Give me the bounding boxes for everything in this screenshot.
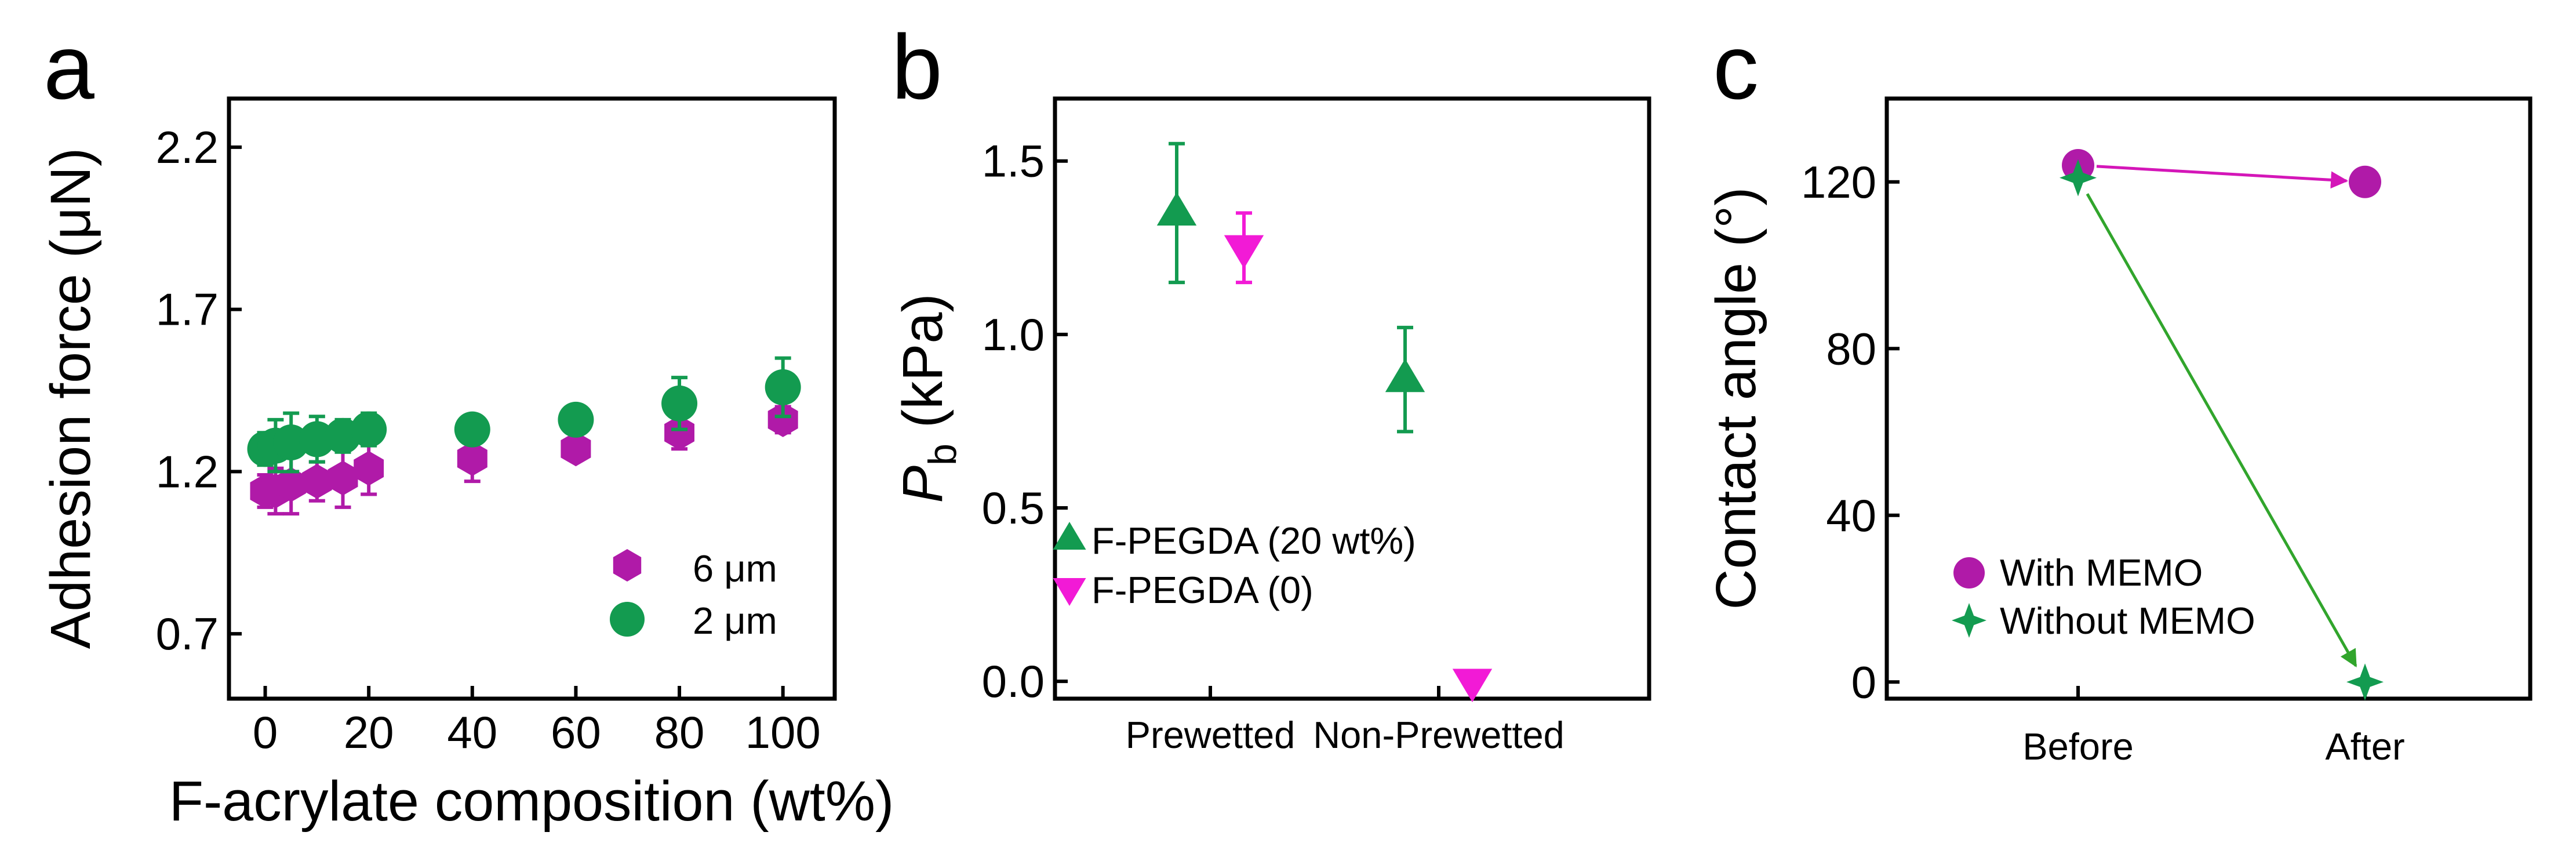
panel-letter-a: a [43, 16, 94, 118]
legend-label-fpegda-0: F-PEGDA (0) [1091, 569, 1314, 611]
x-tick-label-a: 60 [551, 707, 601, 758]
y-tick-label-a: 2.2 [156, 122, 219, 173]
x-tick-label-a: 0 [253, 707, 278, 758]
legend-marker-6um [613, 549, 642, 582]
series-group-c [2060, 149, 2384, 701]
data-point-triangle-up [1385, 358, 1425, 393]
y-axis-title-b-unit: (kPa) [891, 293, 954, 444]
data-point-hexagon [301, 464, 332, 499]
data-point-hexagon [328, 460, 358, 496]
x-tick-label-b: Non-Prewetted [1313, 714, 1564, 756]
y-axis-title-a: Adhesion force (μN) [39, 148, 102, 649]
connector-arrow-without-memo [2086, 193, 2357, 668]
data-point-triangle-up [1156, 192, 1197, 226]
series-6um [250, 402, 798, 516]
legend-marker-fpegda-0 [1053, 578, 1086, 606]
series-fpegda-0 [1224, 211, 1493, 703]
data-point-hexagon [457, 441, 487, 476]
y-axis-ticks-c: 0 40 80 120 [1801, 157, 1900, 707]
data-point-triangle-down [1224, 235, 1264, 269]
legend-label-with-memo: With MEMO [2000, 551, 2203, 594]
data-point-circle [661, 385, 698, 422]
panel-b: b Prewetted Non-Prewetted 0.0 0.5 1.0 1.5 Pb… [891, 16, 1651, 756]
legend-label-without-memo: Without MEMO [2000, 600, 2255, 642]
x-tick-label-b: Prewetted [1126, 714, 1296, 756]
data-point-triangle-down [1452, 669, 1493, 703]
y-tick-label-b: 1.0 [982, 309, 1045, 360]
y-axis-ticks-a: 0.7 1.2 1.7 2.2 [156, 122, 242, 659]
y-axis-ticks-b: 0.0 0.5 1.0 1.5 [982, 136, 1068, 707]
panel-letter-b: b [892, 16, 943, 118]
data-point-star [2346, 663, 2384, 701]
legend-label-2um: 2 μm [693, 600, 777, 642]
legend-label-6um: 6 μm [693, 547, 777, 590]
data-point-circle [558, 401, 594, 438]
y-tick-label-b: 0.5 [982, 482, 1045, 533]
y-axis-title-c: Contact angle (°) [1704, 187, 1767, 610]
series-group-a [247, 356, 801, 516]
x-tick-label-c: Before [2022, 725, 2134, 768]
panel-letter-c: c [1713, 16, 1759, 118]
y-tick-label-c: 40 [1826, 490, 1876, 541]
legend-b: F-PEGDA (20 wt%) F-PEGDA (0) [1053, 519, 1416, 611]
x-tick-label-a: 20 [344, 707, 394, 758]
x-tick-label-c: After [2325, 725, 2404, 768]
series-2um [247, 356, 801, 474]
y-tick-label-b: 1.5 [982, 136, 1045, 187]
panel-a: a 0 20 40 60 80 100 0.7 1.2 1.7 2.2 F-acrylate c… [39, 16, 894, 833]
y-tick-label-c: 80 [1826, 323, 1876, 374]
series-without-memo [2060, 159, 2384, 701]
x-axis-ticks-a: 0 20 40 60 80 100 [253, 686, 821, 758]
x-axis-ticks-b: Prewetted Non-Prewetted [1126, 686, 1564, 756]
data-point-circle [765, 369, 801, 405]
legend-label-fpegda-20: F-PEGDA (20 wt%) [1091, 519, 1416, 562]
panel-c: c Before After 0 40 80 120 Contact angle (°)… [1704, 16, 2533, 768]
legend-marker-without-memo [1952, 603, 1986, 638]
y-axis-title-b-sub: b [920, 444, 965, 466]
x-tick-label-a: 80 [654, 707, 705, 758]
legend-marker-with-memo [1953, 557, 1985, 588]
plot-frame-a [227, 96, 837, 701]
y-tick-label-a: 0.7 [156, 608, 219, 659]
legend-c: With MEMO Without MEMO [1952, 551, 2255, 642]
y-tick-label-b: 0.0 [982, 656, 1045, 707]
data-point-circle [2349, 165, 2381, 198]
x-tick-label-a: 100 [745, 707, 821, 758]
series-fpegda-20 [1156, 141, 1425, 434]
x-tick-label-a: 40 [447, 707, 497, 758]
y-tick-label-c: 120 [1801, 157, 1876, 208]
y-tick-label-a: 1.2 [156, 446, 219, 497]
data-point-hexagon [354, 451, 384, 486]
legend-marker-2um [610, 602, 645, 637]
legend-a: 6 μm 2 μm [610, 547, 777, 642]
x-axis-title-a: F-acrylate composition (wt%) [169, 769, 894, 833]
data-point-hexagon [561, 431, 591, 467]
y-tick-label-a: 1.7 [156, 284, 219, 335]
data-point-circle [351, 411, 387, 448]
data-point-circle [454, 411, 490, 448]
data-point-star [2060, 159, 2097, 197]
y-axis-title-b: Pb (kPa) [891, 293, 965, 503]
data-point-hexagon [276, 467, 307, 502]
y-axis-title-b-main: P [891, 466, 954, 503]
x-axis-ticks-c: Before After [2022, 686, 2405, 768]
legend-marker-fpegda-20 [1053, 522, 1086, 550]
plot-frame-b [1053, 96, 1651, 701]
y-tick-label-c: 0 [1851, 656, 1876, 707]
connector-arrow-with-memo [2096, 165, 2349, 189]
plot-frame-c [1884, 96, 2533, 701]
data-point-hexagon [767, 402, 798, 437]
series-with-memo [2062, 149, 2381, 198]
data-point-hexagon [664, 415, 694, 451]
series-group-b [1156, 141, 1493, 703]
